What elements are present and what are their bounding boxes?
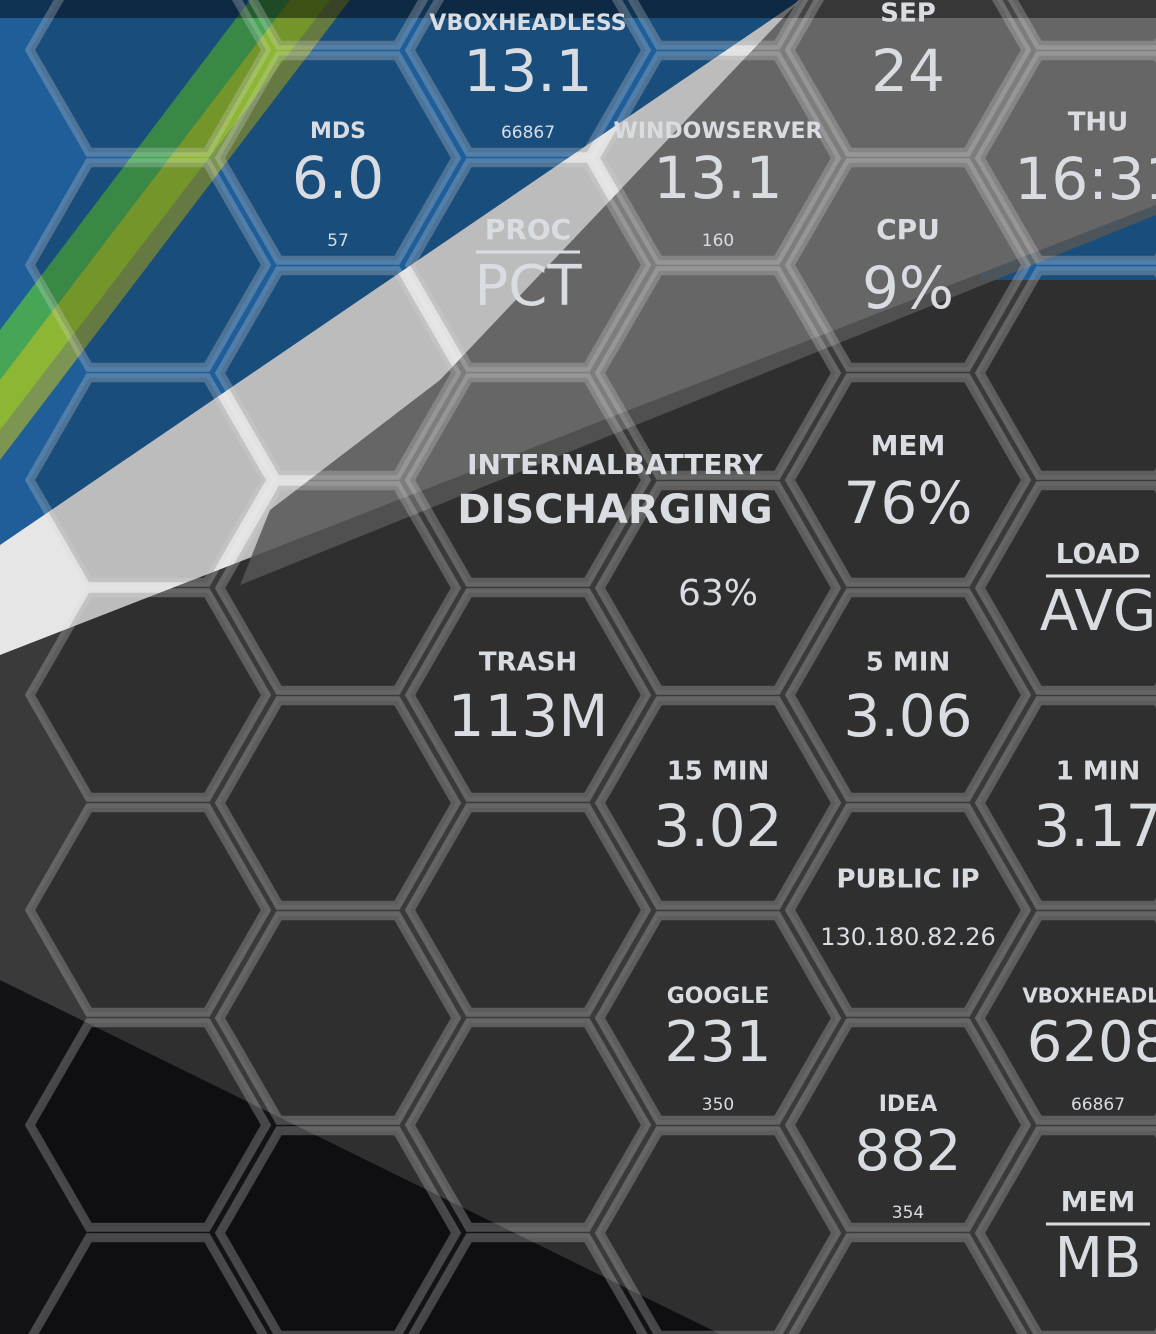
- widget-value: 13.1: [653, 144, 782, 212]
- widget-detail: 350: [702, 1095, 734, 1115]
- widget-label: GOOGLE: [667, 984, 770, 1009]
- hexagon: [214, 266, 462, 480]
- hexagon: [24, 373, 272, 587]
- widget-label: WINDOWSERVER: [614, 119, 823, 144]
- widget-value: 9%: [862, 254, 954, 322]
- widget-label: 15 MIN: [667, 757, 770, 787]
- hexagon: [784, 373, 1032, 587]
- dark-corner: [0, 980, 720, 1334]
- widget-detail: 63%: [678, 573, 758, 614]
- hexagon: [788, 1233, 1028, 1334]
- widget-label: MEM: [1061, 1185, 1136, 1218]
- widget-value: 3.02: [653, 792, 782, 860]
- hexagon: [784, 1018, 1032, 1232]
- hexagon: [404, 0, 652, 157]
- hexagon: [404, 1018, 652, 1232]
- widget-detail: 66867: [501, 123, 555, 143]
- widget-value: 3.06: [843, 682, 972, 750]
- widget-value: 13.1: [463, 37, 592, 105]
- hexagon: [594, 911, 842, 1125]
- widget-label: TRASH: [479, 648, 577, 678]
- widget-label: MDS: [310, 119, 366, 144]
- widget-value: 6.0: [292, 144, 384, 212]
- gray-band: [240, 0, 1156, 585]
- hexagon: [404, 373, 652, 587]
- hexagon: [974, 696, 1156, 910]
- hexagon: [404, 588, 652, 802]
- hexagon: [594, 481, 842, 695]
- widget-detail: 160: [702, 231, 734, 251]
- top-bar: [0, 0, 1156, 18]
- hexagon: [24, 588, 272, 802]
- hexagon: [24, 803, 272, 1017]
- widget-value: 76%: [844, 469, 973, 537]
- widget-value: MB: [1055, 1226, 1142, 1291]
- yellow-stripe: [0, 0, 350, 460]
- widget-label: VBOXHEADLE: [1022, 984, 1156, 1008]
- widget-label: 1 MIN: [1056, 757, 1140, 787]
- widget-label: MEM: [871, 429, 946, 462]
- hexagon: [594, 1126, 842, 1334]
- widget-value: AVG: [1040, 579, 1156, 644]
- widget-label: PROC: [485, 213, 571, 246]
- widget-label: PUBLIC IP: [836, 865, 979, 895]
- hexagon: [404, 803, 652, 1017]
- hexagon: [974, 1126, 1156, 1334]
- hexagon: [1007, 0, 1156, 50]
- hexagon: [214, 481, 462, 695]
- widget-value: 231: [665, 1010, 772, 1075]
- widget-label: THU: [1068, 108, 1129, 138]
- hexagon: [594, 696, 842, 910]
- hexagon: [784, 588, 1032, 802]
- widget-detail: 354: [892, 1203, 924, 1223]
- widget-detail: 66867: [1071, 1095, 1125, 1115]
- hexagon: [594, 266, 842, 480]
- widget-label: LOAD: [1056, 537, 1141, 570]
- widget-value: PCT: [474, 254, 582, 319]
- hexagon: [974, 51, 1156, 265]
- hexagon: [404, 158, 652, 372]
- widget-label: IDEA: [879, 1092, 938, 1117]
- hexagon: [28, 1233, 268, 1334]
- widget-label: SEP: [880, 0, 936, 29]
- hexagon: [784, 803, 1032, 1017]
- widget-value: 882: [855, 1119, 962, 1184]
- widget-detail: 57: [327, 231, 349, 251]
- widget-label: INTERNALBATTERY: [467, 448, 763, 481]
- widget-value: 113M: [448, 682, 609, 750]
- hexagon: [24, 1018, 272, 1232]
- hexagon: [784, 158, 1032, 372]
- hexagon: [974, 911, 1156, 1125]
- hexagon: [214, 911, 462, 1125]
- hexagon: [784, 0, 1032, 157]
- hexagon: [627, 0, 809, 50]
- hexagon: [214, 1126, 462, 1334]
- hexagon: [974, 481, 1156, 695]
- widget-value: 130.180.82.26: [820, 923, 996, 951]
- widget-label: CPU: [876, 213, 940, 246]
- hexagon: [247, 0, 429, 50]
- widget-value: 6208: [1027, 1010, 1156, 1075]
- hexagon: [214, 696, 462, 910]
- widget-value: 24: [871, 37, 945, 105]
- widget-label: 5 MIN: [866, 648, 950, 678]
- hexagon: [974, 266, 1156, 480]
- widget-value: 3.17: [1033, 792, 1156, 860]
- hexagon: [24, 0, 272, 157]
- hexagon: [24, 158, 272, 372]
- hexagon: [408, 1233, 648, 1334]
- hexagon: [214, 51, 462, 265]
- widget-value: DISCHARGING: [457, 487, 773, 533]
- hexagon: [594, 51, 842, 265]
- widget-label: VBOXHEADLESS: [429, 11, 626, 36]
- widget-value: 16:31: [1014, 145, 1156, 213]
